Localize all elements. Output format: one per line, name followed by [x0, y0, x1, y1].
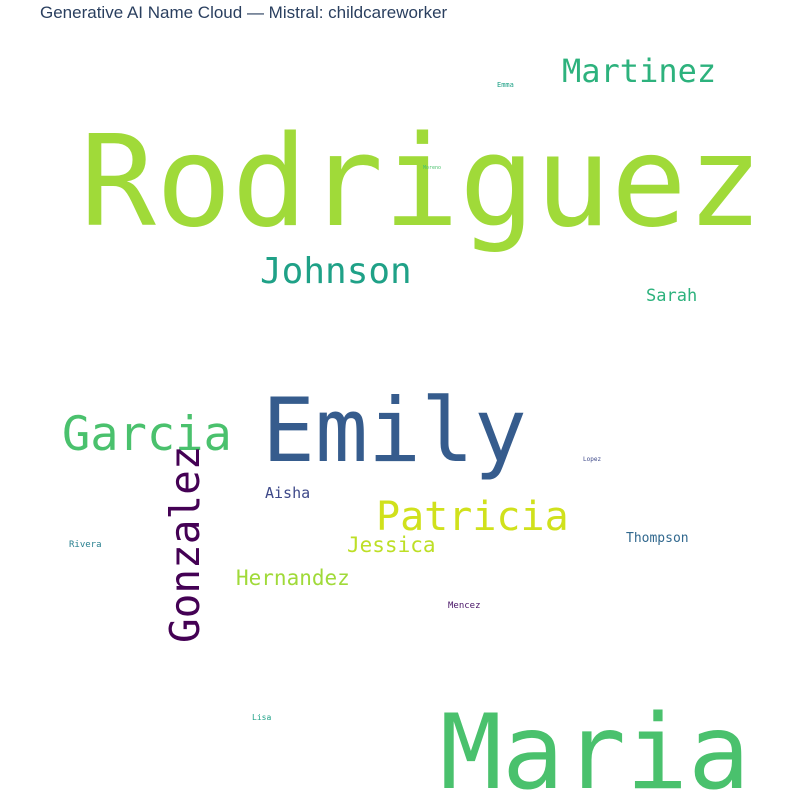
- word-rivera: Rivera: [69, 540, 102, 550]
- word-emily: Emily: [262, 379, 527, 482]
- word-johnson: Johnson: [260, 251, 412, 292]
- word-emma: Emma: [497, 81, 514, 89]
- word-patricia: Patricia: [376, 494, 569, 540]
- word-lopez: Lopez: [583, 456, 601, 463]
- word-rodriguez: Rodriguez: [80, 108, 763, 255]
- word-jessica: Jessica: [347, 533, 436, 557]
- word-gonzalez: Gonzalez: [161, 446, 209, 643]
- word-aisha: Aisha: [265, 484, 310, 502]
- word-sarah: Sarah: [646, 286, 697, 306]
- word-hernandez: Hernandez: [236, 566, 350, 590]
- word-moreno: Moreno: [423, 165, 441, 171]
- word-lisa: Lisa: [252, 713, 271, 722]
- word-mencez: Mencez: [448, 601, 481, 611]
- word-thompson: Thompson: [626, 531, 689, 546]
- word-garcia: Garcia: [62, 407, 232, 462]
- word-martinez: Martinez: [562, 52, 716, 90]
- chart-title: Generative AI Name Cloud — Mistral: chil…: [40, 3, 448, 22]
- word-maria: Maria: [440, 693, 750, 800]
